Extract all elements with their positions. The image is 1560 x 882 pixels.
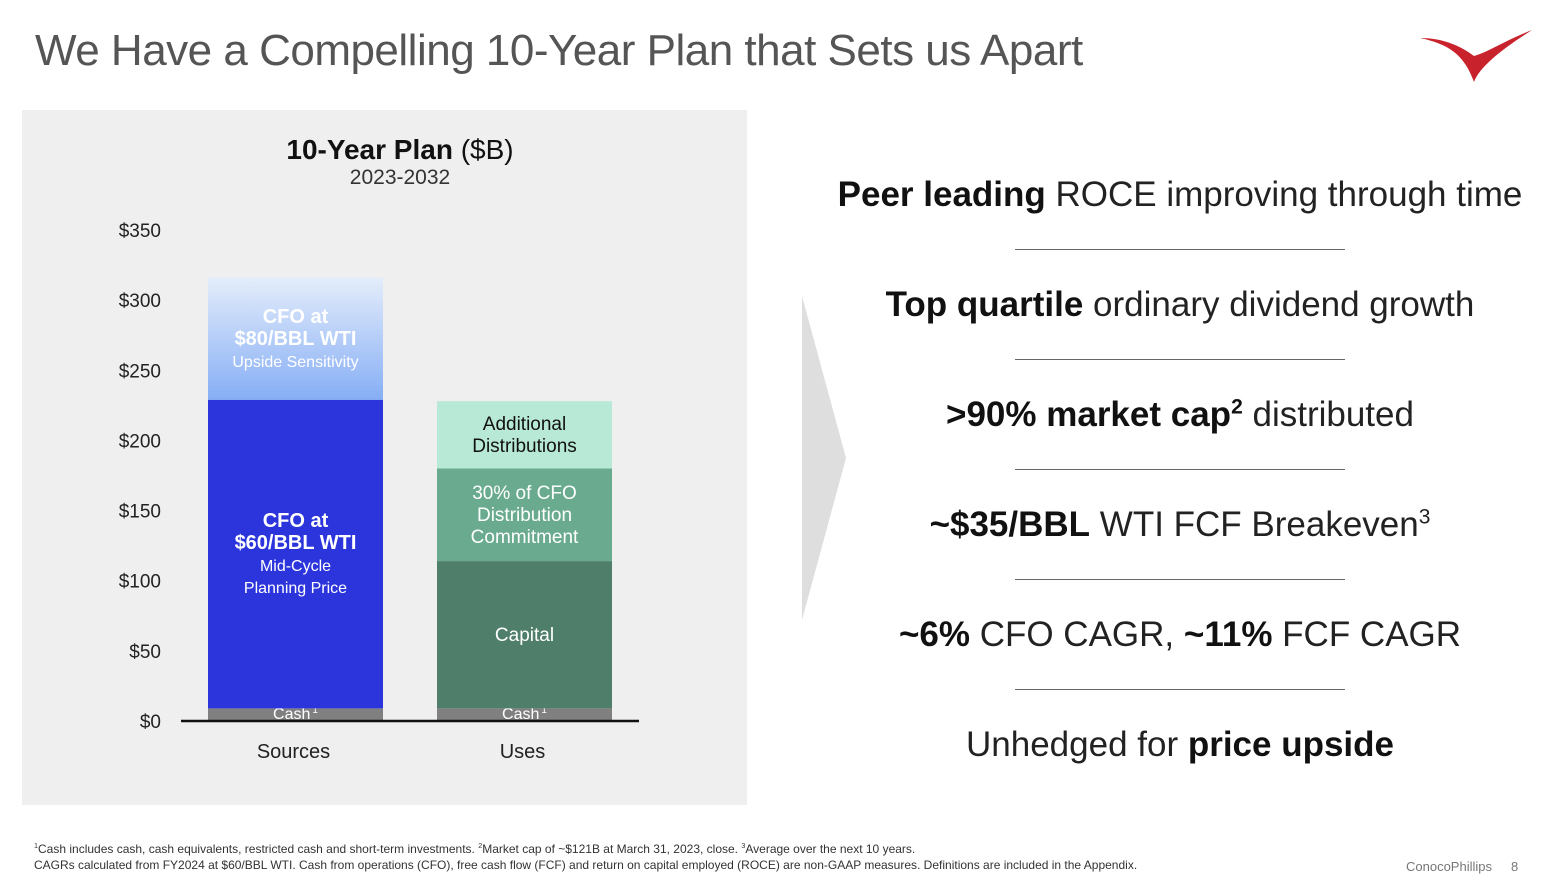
footnote-ref: 2 [1231, 395, 1243, 419]
y-axis: $0 $50 $100 $150 $200 $250 $300 $350 [119, 221, 161, 733]
y-tick-label: $50 [129, 642, 161, 663]
highlight-roce-bold: Peer leading [837, 175, 1046, 214]
y-tick-label: $250 [119, 361, 161, 382]
highlight-cagr-cfo-bold: ~6% [898, 615, 970, 654]
bar-label: Commitment [471, 527, 579, 548]
bar-label: Cash 1 [273, 705, 318, 723]
x-tick-label: Sources [257, 741, 330, 763]
divider [1015, 689, 1345, 690]
y-tick-label: $150 [119, 502, 161, 523]
highlight-roce: Peer leading ROCE improving through time [838, 140, 1522, 250]
divider [1015, 249, 1345, 250]
bar-label: $80/BBL WTI [235, 328, 357, 350]
chart-title-main: 10-Year Plan [286, 134, 453, 165]
highlight-market-cap-text: distributed [1242, 395, 1414, 434]
footnote-line-1: 1Cash includes cash, cash equivalents, r… [34, 838, 1137, 857]
bar-segment-cfo80 [208, 277, 383, 400]
highlight-market-cap: >90% market cap2 distributed [850, 360, 1510, 470]
highlight-unhedged-text: Unhedged for [966, 725, 1188, 764]
highlight-breakeven-bold: ~$35/BBL [929, 505, 1091, 544]
footnote-marker: 2 [478, 841, 483, 850]
chart-title-unit: ($B) [460, 134, 514, 165]
bar-label: Upside Sensitivity [232, 354, 358, 371]
divider [1015, 579, 1345, 580]
chevron-arrow-icon [802, 296, 846, 620]
footnote-text: Average over the next 10 years. [745, 842, 916, 856]
bar-segment-additional [437, 401, 612, 469]
footnotes: 1Cash includes cash, cash equivalents, r… [34, 838, 1137, 873]
divider [1015, 469, 1345, 470]
highlight-breakeven-text: WTI FCF Breakeven [1090, 505, 1419, 544]
page-title: We Have a Compelling 10-Year Plan that S… [35, 26, 1083, 75]
bar-label: Distributions [472, 436, 577, 457]
highlight-unhedged: Unhedged for price upside [850, 690, 1510, 800]
bar-label: Additional [483, 414, 566, 435]
footnote-marker: 3 [741, 841, 746, 850]
y-tick-label: $0 [140, 712, 161, 733]
highlight-cagr-fcf-text: FCF CAGR [1272, 615, 1462, 654]
footnote-ref: 1 [312, 705, 318, 716]
bar-segment-dist30 [437, 468, 612, 562]
highlights-list: Peer leading ROCE improving through time… [838, 140, 1523, 800]
footnote-ref: 1 [541, 705, 547, 716]
bar-segment-cash [208, 708, 383, 721]
footnote-marker: 1 [34, 841, 38, 850]
y-tick-label: $100 [119, 572, 161, 593]
divider [1015, 359, 1345, 360]
bar-label: Planning Price [244, 580, 347, 597]
highlight-market-cap-bold: >90% market cap [946, 395, 1232, 434]
y-tick-label: $350 [119, 221, 161, 242]
highlight-breakeven: ~$35/BBL WTI FCF Breakeven3 [850, 470, 1510, 580]
chart-title: 10-Year Plan ($B) [22, 134, 778, 166]
chart-subtitle: 2023-2032 [349, 166, 451, 189]
footnote-text: Cash includes cash, cash equivalents, re… [38, 842, 479, 856]
bar-segment-cfo60 [208, 399, 383, 709]
highlight-dividend-bold: Top quartile [885, 285, 1084, 324]
y-tick-label: $300 [119, 291, 161, 312]
bar-label: $60/BBL WTI [235, 532, 357, 554]
x-axis: Sources Uses [257, 741, 545, 763]
highlight-dividend: Top quartile ordinary dividend growth [850, 250, 1510, 360]
bar-label: CFO at [263, 510, 329, 532]
highlight-dividend-text: ordinary dividend growth [1083, 285, 1475, 324]
bar-label: 30% of CFO [472, 483, 577, 504]
bar-label: Mid-Cycle [260, 558, 331, 575]
highlight-cagr: ~6% CFO CAGR, ~11% FCF CAGR [850, 580, 1510, 690]
highlight-roce-text: ROCE improving through time [1045, 175, 1523, 214]
company-name: ConocoPhillips [1406, 859, 1492, 874]
footnote-ref: 3 [1418, 505, 1431, 529]
bar-label: Cash 1 [502, 705, 547, 723]
footnote-text: Market cap of ~$121B at March 31, 2023, … [482, 842, 742, 856]
page-number: 8 [1511, 859, 1519, 874]
y-tick-label: $200 [119, 431, 161, 452]
company-logo-icon [1420, 30, 1532, 82]
x-tick-label: Uses [500, 741, 546, 763]
chart-panel [22, 110, 747, 805]
highlight-cagr-cfo-text: CFO CAGR, [969, 615, 1184, 654]
bar-segment-capital [437, 561, 612, 709]
bar-label: CFO at [263, 306, 329, 328]
bar-label: Capital [495, 625, 554, 646]
highlight-unhedged-bold: price upside [1187, 725, 1394, 764]
footnote-line-2: CAGRs calculated from FY2024 at $60/BBL … [34, 858, 1138, 872]
bar-segment-cash [437, 708, 612, 721]
bar-label: Distribution [477, 505, 572, 526]
highlight-cagr-fcf-bold: ~11% [1183, 615, 1273, 654]
